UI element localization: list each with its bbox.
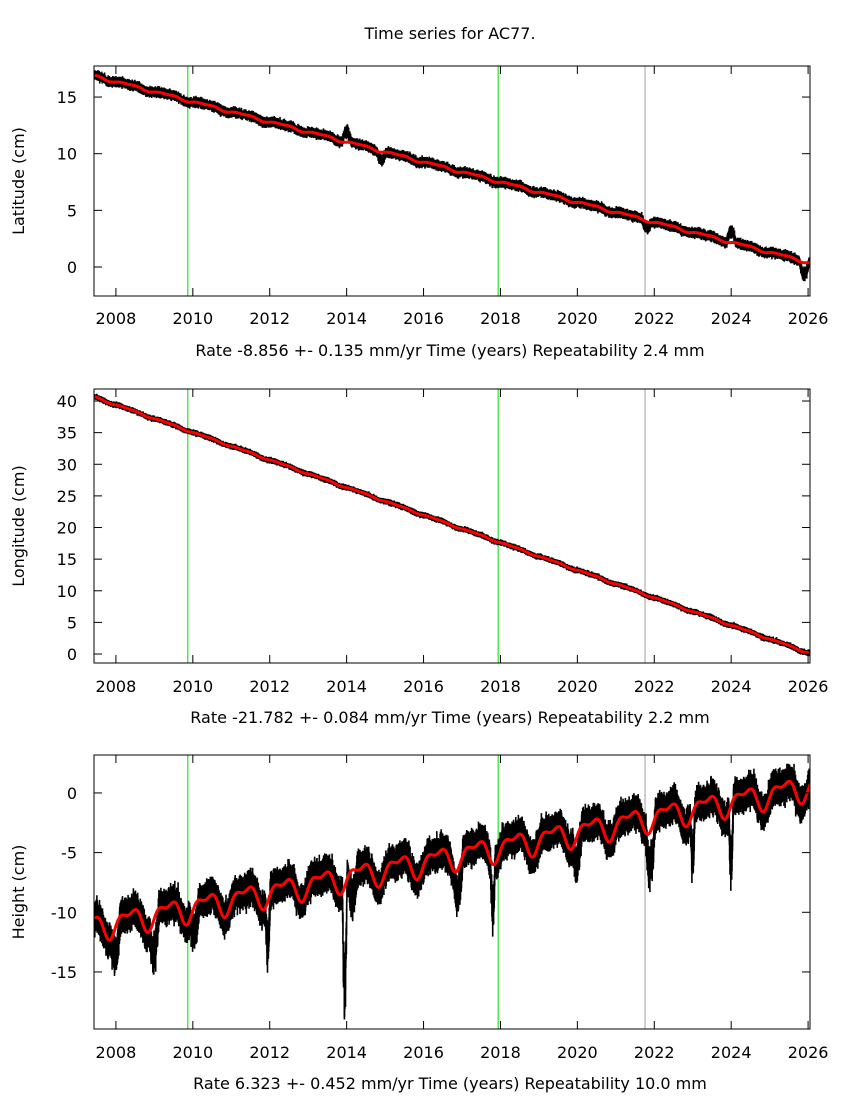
x-axis-caption: Rate 6.323 +- 0.452 mm/yr Time (years) R… <box>193 1074 707 1093</box>
x-tick-label: 2012 <box>249 309 290 328</box>
repeatability-text: Repeatability 10.0 mm <box>525 1074 707 1093</box>
y-tick-label: 20 <box>57 519 77 538</box>
plot-area <box>94 389 810 663</box>
x-axis-label: Time (years) <box>431 708 538 727</box>
x-tick-label: 2020 <box>557 677 598 696</box>
x-tick-label: 2010 <box>172 309 213 328</box>
plot-area <box>94 66 810 296</box>
x-tick-label: 2008 <box>96 309 137 328</box>
model-fit-line <box>94 395 810 655</box>
y-tick-label: 40 <box>57 392 77 411</box>
plot-frame <box>93 754 811 1030</box>
x-tick-label: 2022 <box>634 1043 675 1062</box>
y-tick-label: 0 <box>67 258 77 277</box>
y-tick-label: 5 <box>67 613 77 632</box>
x-tick-label: 2014 <box>326 677 367 696</box>
x-tick-label: 2008 <box>96 677 137 696</box>
y-tick-label: 0 <box>67 645 77 664</box>
y-tick-label: 25 <box>57 487 77 506</box>
model-fit-line <box>94 779 810 942</box>
x-tick-label: 2018 <box>480 1043 521 1062</box>
y-tick-label: 0 <box>67 784 77 803</box>
x-tick-label: 2024 <box>711 309 752 328</box>
y-tick-label: -10 <box>51 903 77 922</box>
plot-area <box>94 755 810 1029</box>
panel-latitude: 2008 2010 2012 2014 2016 2018 2020 2022 2024 2026… <box>9 65 829 360</box>
x-tick-label: 2010 <box>172 677 213 696</box>
y-tick-label: 30 <box>57 455 77 474</box>
plot-frame <box>93 65 811 297</box>
panel-longitude: 2008 2010 2012 2014 2016 2018 2020 2022 2024 2026… <box>9 388 829 727</box>
observation-points <box>94 70 810 282</box>
rate-text: Rate -8.856 +- 0.135 mm/yr <box>195 341 426 360</box>
y-tick-label: -5 <box>61 844 77 863</box>
y-tick-label: 15 <box>57 88 77 107</box>
x-tick-label: 2026 <box>788 677 829 696</box>
y-axis-label: Height (cm) <box>9 845 28 940</box>
y-tick-label: 5 <box>67 201 77 220</box>
x-tick-label: 2020 <box>557 1043 598 1062</box>
x-tick-label: 2016 <box>403 309 444 328</box>
x-axis-label: Time (years) <box>426 341 533 360</box>
figure-title: Time series for AC77. <box>363 24 535 43</box>
x-tick-label: 2014 <box>326 1043 367 1062</box>
rate-text: Rate 6.323 +- 0.452 mm/yr <box>193 1074 419 1093</box>
x-tick-label: 2022 <box>634 677 675 696</box>
x-axis-label: Time (years) <box>418 1074 525 1093</box>
model-fit-line <box>94 73 810 265</box>
x-tick-label: 2016 <box>403 677 444 696</box>
rate-text: Rate -21.782 +- 0.084 mm/yr <box>190 708 431 727</box>
x-tick-label: 2012 <box>249 1043 290 1062</box>
x-tick-label: 2018 <box>480 309 521 328</box>
x-axis-caption: Rate -8.856 +- 0.135 mm/yr Time (years) … <box>195 341 704 360</box>
panel-height: 2008 2010 2012 2014 2016 2018 2020 2022 2024 2026… <box>9 754 829 1093</box>
x-tick-label: 2010 <box>172 1043 213 1062</box>
x-tick-label: 2024 <box>711 677 752 696</box>
x-tick-label: 2026 <box>788 309 829 328</box>
x-tick-label: 2026 <box>788 1043 829 1062</box>
x-tick-label: 2012 <box>249 677 290 696</box>
x-tick-label: 2020 <box>557 309 598 328</box>
y-tick-label: 10 <box>57 582 77 601</box>
x-tick-label: 2008 <box>96 1043 137 1062</box>
x-tick-label: 2018 <box>480 677 521 696</box>
x-tick-label: 2024 <box>711 1043 752 1062</box>
y-axis-label: Latitude (cm) <box>9 127 28 235</box>
x-axis-caption: Rate -21.782 +- 0.084 mm/yr Time (years)… <box>190 708 709 727</box>
y-tick-label: 35 <box>57 424 77 443</box>
y-axis-label: Longitude (cm) <box>9 465 28 587</box>
repeatability-text: Repeatability 2.4 mm <box>532 341 704 360</box>
x-tick-label: 2014 <box>326 309 367 328</box>
repeatability-text: Repeatability 2.2 mm <box>538 708 710 727</box>
y-tick-label: 10 <box>57 145 77 164</box>
y-tick-label: -15 <box>51 963 77 982</box>
y-tick-label: 15 <box>57 550 77 569</box>
x-tick-label: 2022 <box>634 309 675 328</box>
plot-frame <box>93 388 811 664</box>
x-tick-label: 2016 <box>403 1043 444 1062</box>
